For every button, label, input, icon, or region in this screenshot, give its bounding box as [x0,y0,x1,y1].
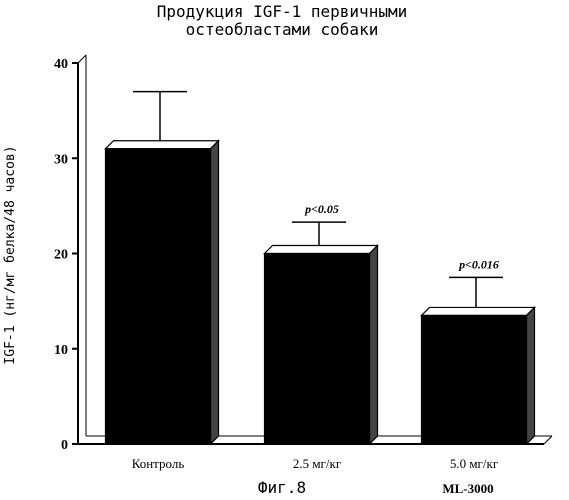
y-axis-label: IGF-1 (нг/мг белка/48 часов) [3,145,18,364]
y-tick-label: 30 [54,152,68,167]
chart-title-line: остеобластами собаки [186,20,379,39]
chart-title-line: Продукция IGF-1 первичными [157,2,407,21]
floor-right-edge [544,436,552,444]
bar [422,315,527,444]
y-tick-label: 20 [54,248,68,263]
bar-side-face [527,307,535,444]
significance-label: p<0.05 [304,202,339,216]
x-category-label: Контроль [132,456,185,471]
x-axis-categories: Контроль 2.5 мг/кг 5.0 мг/кг [132,456,498,471]
figure-caption: Фиг.8 [258,478,306,497]
bar-top-face [265,246,378,254]
bar-top-face [422,307,535,315]
bar-side-face [211,141,219,444]
x-category-label: 2.5 мг/кг [293,456,341,471]
bar-top-face [106,141,219,149]
bar [265,254,370,445]
x-category-label: 5.0 мг/кг [450,456,498,471]
y-tick-label: 40 [54,57,68,72]
bar-side-face [370,246,378,445]
significance-label: p<0.016 [458,257,499,271]
chart-title: Продукция IGF-1 первичнымиостеобластами … [157,2,407,39]
y-tick-label: 10 [54,343,68,358]
bars [106,141,535,444]
y-axis-ticks: 0 10 20 30 40 [54,57,78,453]
wall-top-edge [78,55,86,63]
bar [106,149,211,444]
y-tick-label: 0 [61,438,68,453]
x-axis-sublabel: ML-3000 [442,481,493,496]
